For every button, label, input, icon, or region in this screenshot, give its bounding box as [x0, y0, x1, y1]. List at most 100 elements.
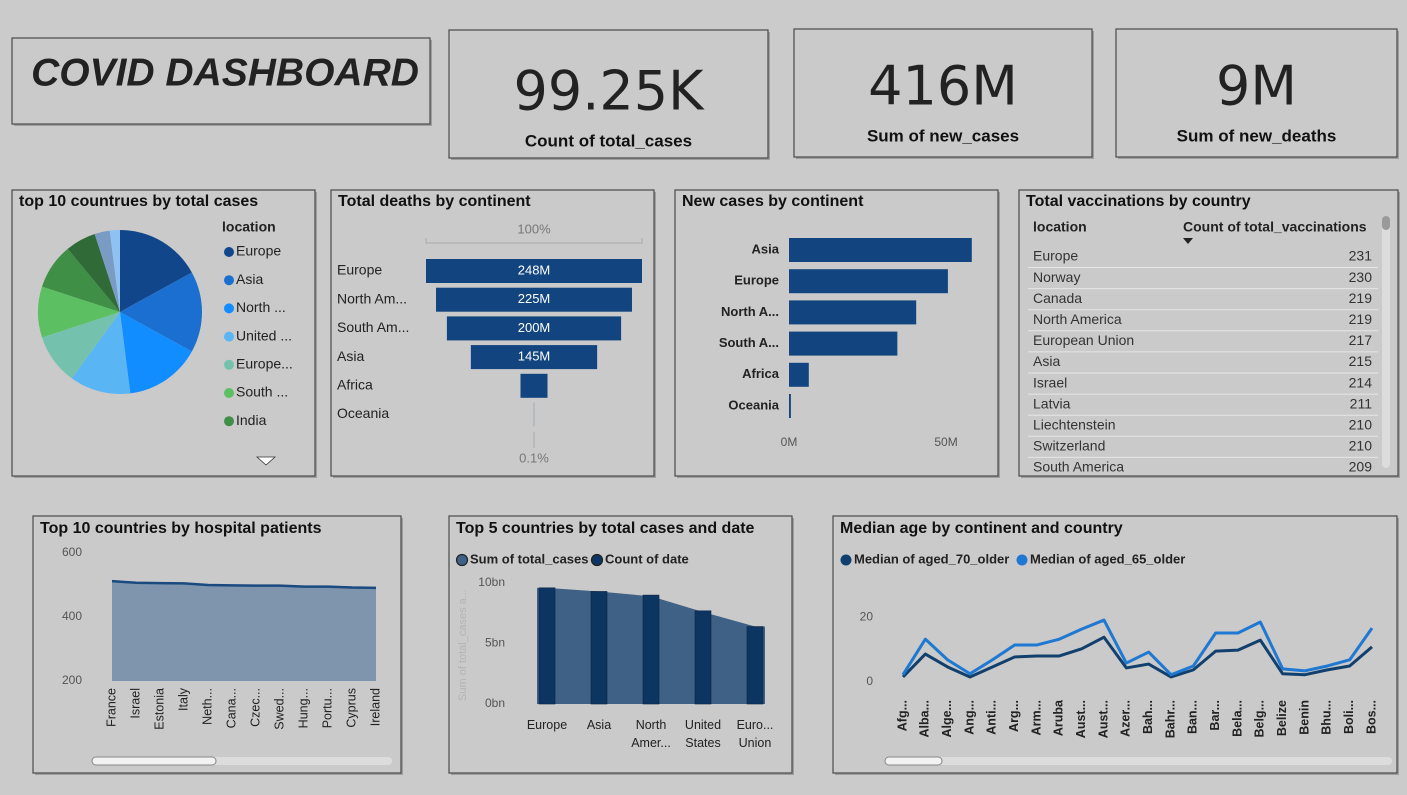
category-label: Oceania	[728, 397, 779, 412]
cell-location: Latvia	[1033, 395, 1071, 411]
legend-label: India	[236, 412, 267, 428]
legend-label: North ...	[236, 299, 286, 315]
sort-arrow	[1183, 238, 1193, 244]
data-label: 200M	[518, 320, 551, 335]
x-tick-label: Ang...	[962, 700, 976, 735]
x-tick-label: Arg...	[1007, 700, 1021, 732]
area-line	[111, 579, 377, 590]
x-tick-label: Czec...	[248, 688, 262, 727]
x-tick-label: Arm...	[1029, 700, 1043, 735]
pie-slice	[109, 230, 120, 312]
legend-label: Count of date	[605, 551, 689, 566]
data-label: 145M	[518, 349, 551, 364]
x-tick-label: United States	[684, 718, 722, 750]
legend-label: Asia	[236, 271, 263, 287]
legend-swatch	[840, 554, 852, 566]
kpi-card	[448, 29, 769, 159]
cell-location: Canada	[1033, 290, 1082, 306]
cell-location: Israel	[1033, 374, 1067, 390]
category-label: Africa	[742, 366, 780, 381]
bar	[694, 610, 712, 705]
legend-swatch	[224, 359, 234, 370]
cell-count: 219	[1349, 311, 1373, 327]
cell-location: Norway	[1033, 269, 1080, 285]
legend-swatch	[224, 331, 234, 342]
data-label: 248M	[518, 262, 551, 277]
legend-swatch	[1016, 554, 1028, 566]
bar	[642, 594, 660, 705]
cell-count: 210	[1349, 438, 1373, 454]
kpi-value: 416M	[868, 55, 1018, 118]
x-tick-label: Bos...	[1364, 700, 1378, 734]
bar	[789, 300, 917, 325]
y-tick-label: 10bn	[478, 575, 505, 589]
x-tick-label-box: Asia	[587, 718, 611, 732]
area-fill	[112, 581, 376, 681]
category-label: South A...	[719, 335, 779, 350]
x-tick-label: Italy	[176, 687, 190, 711]
cell-count: 211	[1350, 395, 1373, 411]
pie-slice	[42, 312, 120, 379]
x-tick-label-box: United States	[684, 718, 722, 750]
x-tick-label: 0M	[781, 435, 798, 449]
y-tick-label: 400	[62, 609, 82, 623]
funnel-bar	[436, 287, 632, 312]
series-line	[901, 635, 1373, 679]
pie-slice	[42, 248, 120, 312]
x-tick-label: Neth...	[200, 688, 214, 725]
x-tick-label: Aruba	[1052, 699, 1066, 736]
scroll-thumb	[91, 756, 217, 766]
cell-count: 231	[1349, 248, 1373, 264]
panel-title: New cases by continent	[682, 193, 864, 210]
x-tick-label-box: Europe	[527, 718, 567, 732]
x-tick-label: Hung...	[296, 688, 310, 728]
cell-count: 219	[1349, 290, 1373, 306]
kpi-value: 9M	[1216, 55, 1297, 118]
legend-swatch	[224, 388, 234, 398]
kpi-value: 99.25K	[513, 60, 705, 123]
x-tick-label: Cana...	[224, 688, 238, 728]
category-label: North Am...	[337, 290, 407, 306]
panel-title: Median age by continent and country	[840, 520, 1123, 537]
column-header: location	[1033, 219, 1087, 235]
category-label: Asia	[337, 348, 364, 364]
category-label: Europe	[734, 273, 779, 288]
x-tick-label: Bahr...	[1163, 700, 1177, 738]
cell-count: 230	[1349, 269, 1373, 285]
category-label: Asia	[752, 241, 780, 256]
kpi-card	[793, 28, 1093, 158]
category-label: Oceania	[337, 405, 389, 421]
column-header: Count of total_vaccinations	[1183, 219, 1367, 235]
category-label: Europe	[337, 262, 382, 278]
scroll-track	[885, 757, 1392, 765]
panel-title: Top 10 countries by hospital patients	[40, 520, 322, 537]
scroll-thumb	[1382, 216, 1390, 230]
y-tick-label: 0	[866, 674, 873, 688]
cell-count: 217	[1349, 332, 1373, 348]
title-box	[11, 37, 431, 125]
legend-swatch	[224, 247, 234, 257]
x-tick-label: Swed...	[272, 688, 286, 730]
legend-label: Sum of total_cases	[470, 551, 589, 566]
legend-label: South ...	[236, 384, 288, 400]
cell-location: European Union	[1033, 332, 1134, 348]
y-tick-label: 0bn	[485, 696, 505, 710]
x-tick-label: Israel	[128, 688, 142, 719]
x-tick-label: Alge...	[940, 700, 954, 738]
y-axis-title: Sum of total_cases a...	[457, 589, 469, 701]
funnel-bottom-label: 0.1%	[519, 450, 549, 465]
x-tick-label: Alba...	[918, 700, 932, 738]
scroll-track	[1382, 216, 1390, 468]
x-tick-label: Bhu...	[1320, 700, 1334, 735]
legend-label: Europe...	[236, 356, 293, 372]
pie-slice	[120, 272, 202, 352]
y-tick-label: 600	[62, 545, 82, 559]
pie-slice	[67, 234, 120, 312]
x-tick-label: North Amer...	[631, 718, 671, 750]
bar	[789, 331, 898, 356]
x-tick-label: France	[104, 688, 118, 727]
funnel-bar	[520, 373, 548, 398]
x-tick-label: Cyprus	[344, 688, 358, 728]
bar	[789, 394, 791, 418]
